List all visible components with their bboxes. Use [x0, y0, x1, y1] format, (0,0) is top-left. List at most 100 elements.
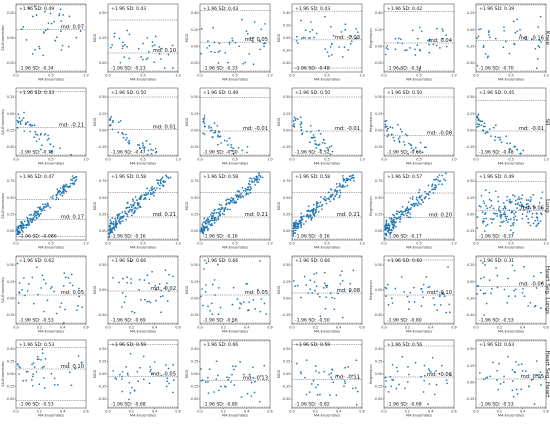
data-point-r3-c2	[260, 298, 263, 300]
data-point-r4-c0	[18, 373, 20, 375]
data-point-r3-c1	[140, 298, 142, 301]
data-point-r0-c2	[253, 21, 256, 23]
lower-limit-label-r2-c0: -1.96 SD: -0.086	[19, 234, 57, 240]
upper-limit-label-r3-c1: +1.96 SD: 0.66	[111, 258, 146, 264]
data-point-r2-c3	[303, 215, 305, 217]
data-point-r0-c5	[512, 20, 515, 23]
data-point-r2-c2	[213, 222, 216, 224]
data-point-r2-c0	[65, 183, 68, 186]
data-point-r0-c1	[160, 58, 162, 60]
data-point-r2-c3	[326, 197, 328, 200]
data-point-r2-c5	[484, 213, 486, 216]
data-point-r2-c3	[306, 213, 309, 216]
data-point-r3-c1	[159, 295, 162, 298]
y-tick-label-r1-c4: -0.25	[374, 145, 383, 149]
data-point-r0-c3	[324, 48, 327, 50]
data-point-r1-c5	[495, 124, 497, 127]
data-point-r0-c3	[304, 29, 307, 32]
mean-diff-label-r4-c0: md: 0.10	[61, 364, 84, 370]
data-point-r4-c3	[343, 385, 345, 388]
data-point-r0-c4	[394, 48, 397, 51]
data-point-r3-c0	[49, 287, 52, 290]
data-point-r4-c4	[435, 370, 437, 372]
data-point-r2-c4	[395, 210, 398, 213]
data-point-r2-c1	[151, 188, 154, 191]
data-point-r3-c3	[309, 288, 312, 291]
data-point-r2-c1	[162, 185, 165, 188]
data-point-r2-c2	[236, 198, 239, 201]
data-point-r2-c2	[203, 230, 205, 232]
data-point-r0-c1	[109, 46, 112, 49]
data-point-r2-c5	[511, 200, 513, 203]
data-point-r2-c4	[400, 210, 402, 213]
data-point-r4-c1	[166, 377, 169, 380]
data-point-r3-c4	[391, 302, 394, 304]
x-axis-label-r4-c0: MA-Ensembles	[38, 413, 64, 417]
data-point-r3-c1	[130, 282, 133, 284]
data-point-r4-c5	[517, 363, 520, 366]
row-label-4: Heart Seg. Heart	[544, 350, 550, 398]
data-point-r4-c5	[515, 360, 517, 363]
data-point-r3-c1	[130, 260, 132, 263]
data-point-r0-c5	[514, 31, 517, 34]
data-point-r1-c4	[386, 135, 389, 138]
y-tick-label-r3-c4: -0.50	[374, 313, 383, 317]
data-point-r2-c1	[120, 220, 122, 223]
data-point-r3-c0	[45, 282, 47, 285]
data-point-r2-c5	[503, 211, 506, 213]
data-point-r1-c0	[70, 153, 73, 156]
data-point-r3-c3	[349, 282, 352, 285]
x-tick-label-r3-c5: 0.2	[497, 326, 502, 330]
y-tick-label-r0-c4: 0.00	[375, 45, 383, 49]
data-point-r4-c4	[422, 391, 425, 393]
x-axis-label-r3-c5: MA-Ensembles	[498, 329, 524, 333]
data-point-r2-c4	[413, 204, 416, 207]
data-point-r3-c4	[384, 286, 387, 289]
data-point-r2-c3	[344, 185, 346, 188]
data-point-r1-c5	[506, 142, 508, 145]
data-point-r0-c2	[227, 61, 229, 64]
data-point-r2-c4	[386, 227, 389, 229]
x-axis-label-r3-c1: MA-Ensembles	[130, 329, 156, 333]
y-tick-label-r3-c5: 0.20	[467, 263, 475, 267]
data-point-r3-c2	[210, 302, 213, 305]
data-point-r2-c0	[38, 213, 40, 216]
x-axis-label-r0-c4: MA-Ensembles	[406, 77, 432, 81]
data-point-r2-c1	[145, 194, 148, 196]
data-point-r4-c4	[445, 379, 448, 382]
data-point-r2-c4	[405, 209, 408, 212]
data-point-r3-c0	[31, 276, 34, 279]
data-point-r4-c0	[77, 355, 80, 357]
data-point-r2-c4	[412, 202, 415, 205]
data-point-r2-c4	[432, 188, 435, 190]
data-point-r4-c1	[121, 375, 123, 378]
data-point-r2-c2	[250, 177, 253, 180]
panel-frame-r3-c5	[475, 255, 547, 325]
y-tick-label-r1-c0: -0.50	[6, 145, 15, 149]
y-axis-label-r0-c1: MCD	[93, 34, 97, 43]
data-point-r0-c3	[350, 35, 352, 38]
data-point-r2-c0	[59, 187, 62, 189]
data-point-r4-c1	[148, 382, 151, 385]
data-point-r4-c3	[315, 370, 317, 372]
panel-frame-r3-c0	[15, 255, 87, 325]
row-label-1: SII	[544, 119, 550, 126]
panel-frame-r1-c5	[475, 87, 547, 157]
data-point-r2-c4	[401, 206, 404, 208]
data-point-r4-c5	[489, 375, 492, 378]
data-point-r0-c0	[44, 29, 47, 32]
data-point-r1-c1	[109, 118, 112, 121]
data-point-r1-c0	[38, 138, 41, 140]
data-point-r1-c1	[128, 139, 131, 142]
x-tick-label-r4-c4: 0.2	[405, 410, 410, 414]
x-tick-label-r2-c2: 0.0	[197, 242, 202, 246]
data-point-r3-c4	[385, 287, 388, 290]
data-point-r2-c1	[116, 222, 118, 225]
data-point-r1-c4	[410, 147, 413, 150]
data-point-r2-c4	[420, 198, 423, 201]
data-point-r2-c3	[339, 194, 341, 197]
data-point-r3-c4	[438, 295, 441, 298]
y-tick-label-r1-c4: 0.50	[375, 95, 383, 99]
data-point-r4-c0	[36, 355, 39, 358]
data-point-r0-c0	[22, 26, 25, 28]
